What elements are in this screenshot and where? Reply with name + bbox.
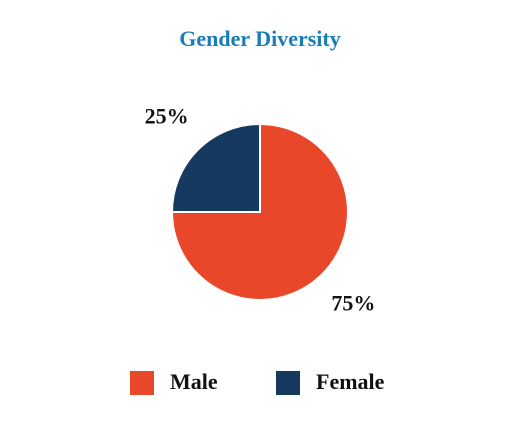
- slice-label: 75%: [331, 290, 375, 315]
- slice-label: 25%: [145, 104, 189, 129]
- pie-slice: [170, 122, 261, 213]
- chart-title: Gender Diversity: [179, 26, 341, 51]
- legend-label: Female: [316, 369, 385, 394]
- legend-label: Male: [170, 369, 218, 394]
- legend-swatch: [276, 371, 300, 395]
- legend-swatch: [130, 371, 154, 395]
